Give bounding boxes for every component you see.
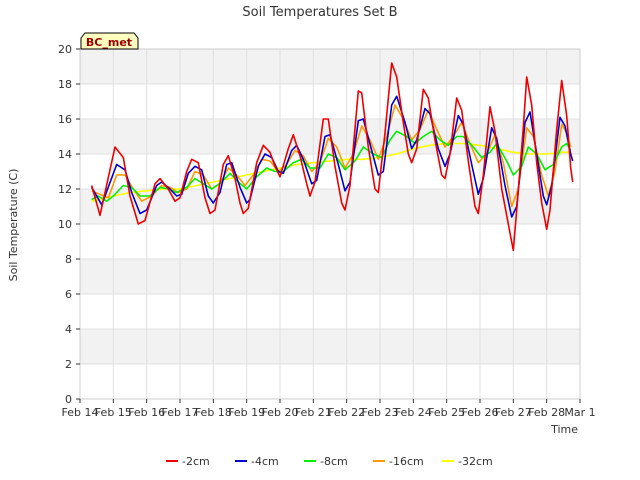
- y-tick-label: 14: [58, 148, 72, 161]
- legend: -2cm -4cm -8cm -16cm -32cm: [166, 455, 493, 468]
- legend-label: -2cm: [182, 455, 210, 468]
- y-tick-label: 0: [65, 393, 72, 406]
- x-tick-label: Feb 23: [362, 406, 399, 419]
- plot-bands: [80, 49, 580, 399]
- x-tick-label: Feb 16: [128, 406, 165, 419]
- x-tick-label: Feb 18: [195, 406, 232, 419]
- x-tick-label: Feb 22: [328, 406, 365, 419]
- y-axis: 0 2 4 6 8 10 12 14 16 18 20: [58, 43, 80, 406]
- plot-band: [80, 84, 580, 119]
- plot-band: [80, 329, 580, 364]
- series-line-2cmcm: [90, 62, 574, 252]
- y-tick-label: 10: [58, 218, 72, 231]
- y-tick-label: 16: [58, 113, 72, 126]
- legend-item: -4cm: [235, 455, 279, 468]
- x-tick-label: Feb 24: [395, 406, 432, 419]
- y-tick-label: 6: [65, 288, 72, 301]
- series-layer: [90, 62, 574, 252]
- plot-band: [80, 259, 580, 294]
- plot-band: [80, 294, 580, 329]
- y-tick-label: 8: [65, 253, 72, 266]
- y-tick-label: 4: [65, 323, 72, 336]
- x-tick-label: Feb 15: [95, 406, 132, 419]
- y-tick-label: 18: [58, 78, 72, 91]
- x-tick-label: Mar 1: [564, 406, 595, 419]
- y-axis-label: Soil Temperature (C): [7, 169, 20, 282]
- annotation-label: BC_met: [86, 36, 132, 49]
- x-tick-label: Feb 21: [295, 406, 332, 419]
- chart-title: Soil Temperatures Set B: [242, 5, 397, 20]
- series-line-4cmcm: [91, 95, 574, 218]
- plot-band: [80, 364, 580, 399]
- legend-item: -2cm: [166, 455, 210, 468]
- plot-band: [80, 189, 580, 224]
- x-tick-label: Feb 19: [228, 406, 265, 419]
- y-tick-label: 12: [58, 183, 72, 196]
- annotation-box: BC_met: [80, 32, 139, 50]
- y-tick-label: 2: [65, 358, 72, 371]
- legend-label: -16cm: [389, 455, 424, 468]
- x-tick-label: Feb 25: [428, 406, 465, 419]
- plot-band: [80, 49, 580, 84]
- x-tick-label: Feb 27: [495, 406, 532, 419]
- x-tick-label: Feb 14: [62, 406, 99, 419]
- x-axis-label: Time: [550, 423, 578, 436]
- legend-item: -16cm: [373, 455, 424, 468]
- x-tick-label: Feb 17: [162, 406, 199, 419]
- legend-item: -8cm: [304, 455, 348, 468]
- legend-label: -4cm: [251, 455, 279, 468]
- legend-item: -32cm: [442, 455, 493, 468]
- x-tick-label: Feb 28: [528, 406, 565, 419]
- x-tick-label: Feb 26: [462, 406, 499, 419]
- plot-band: [80, 224, 580, 259]
- x-tick-label: Feb 20: [262, 406, 299, 419]
- y-tick-label: 20: [58, 43, 72, 56]
- legend-label: -32cm: [458, 455, 493, 468]
- legend-label: -8cm: [320, 455, 348, 468]
